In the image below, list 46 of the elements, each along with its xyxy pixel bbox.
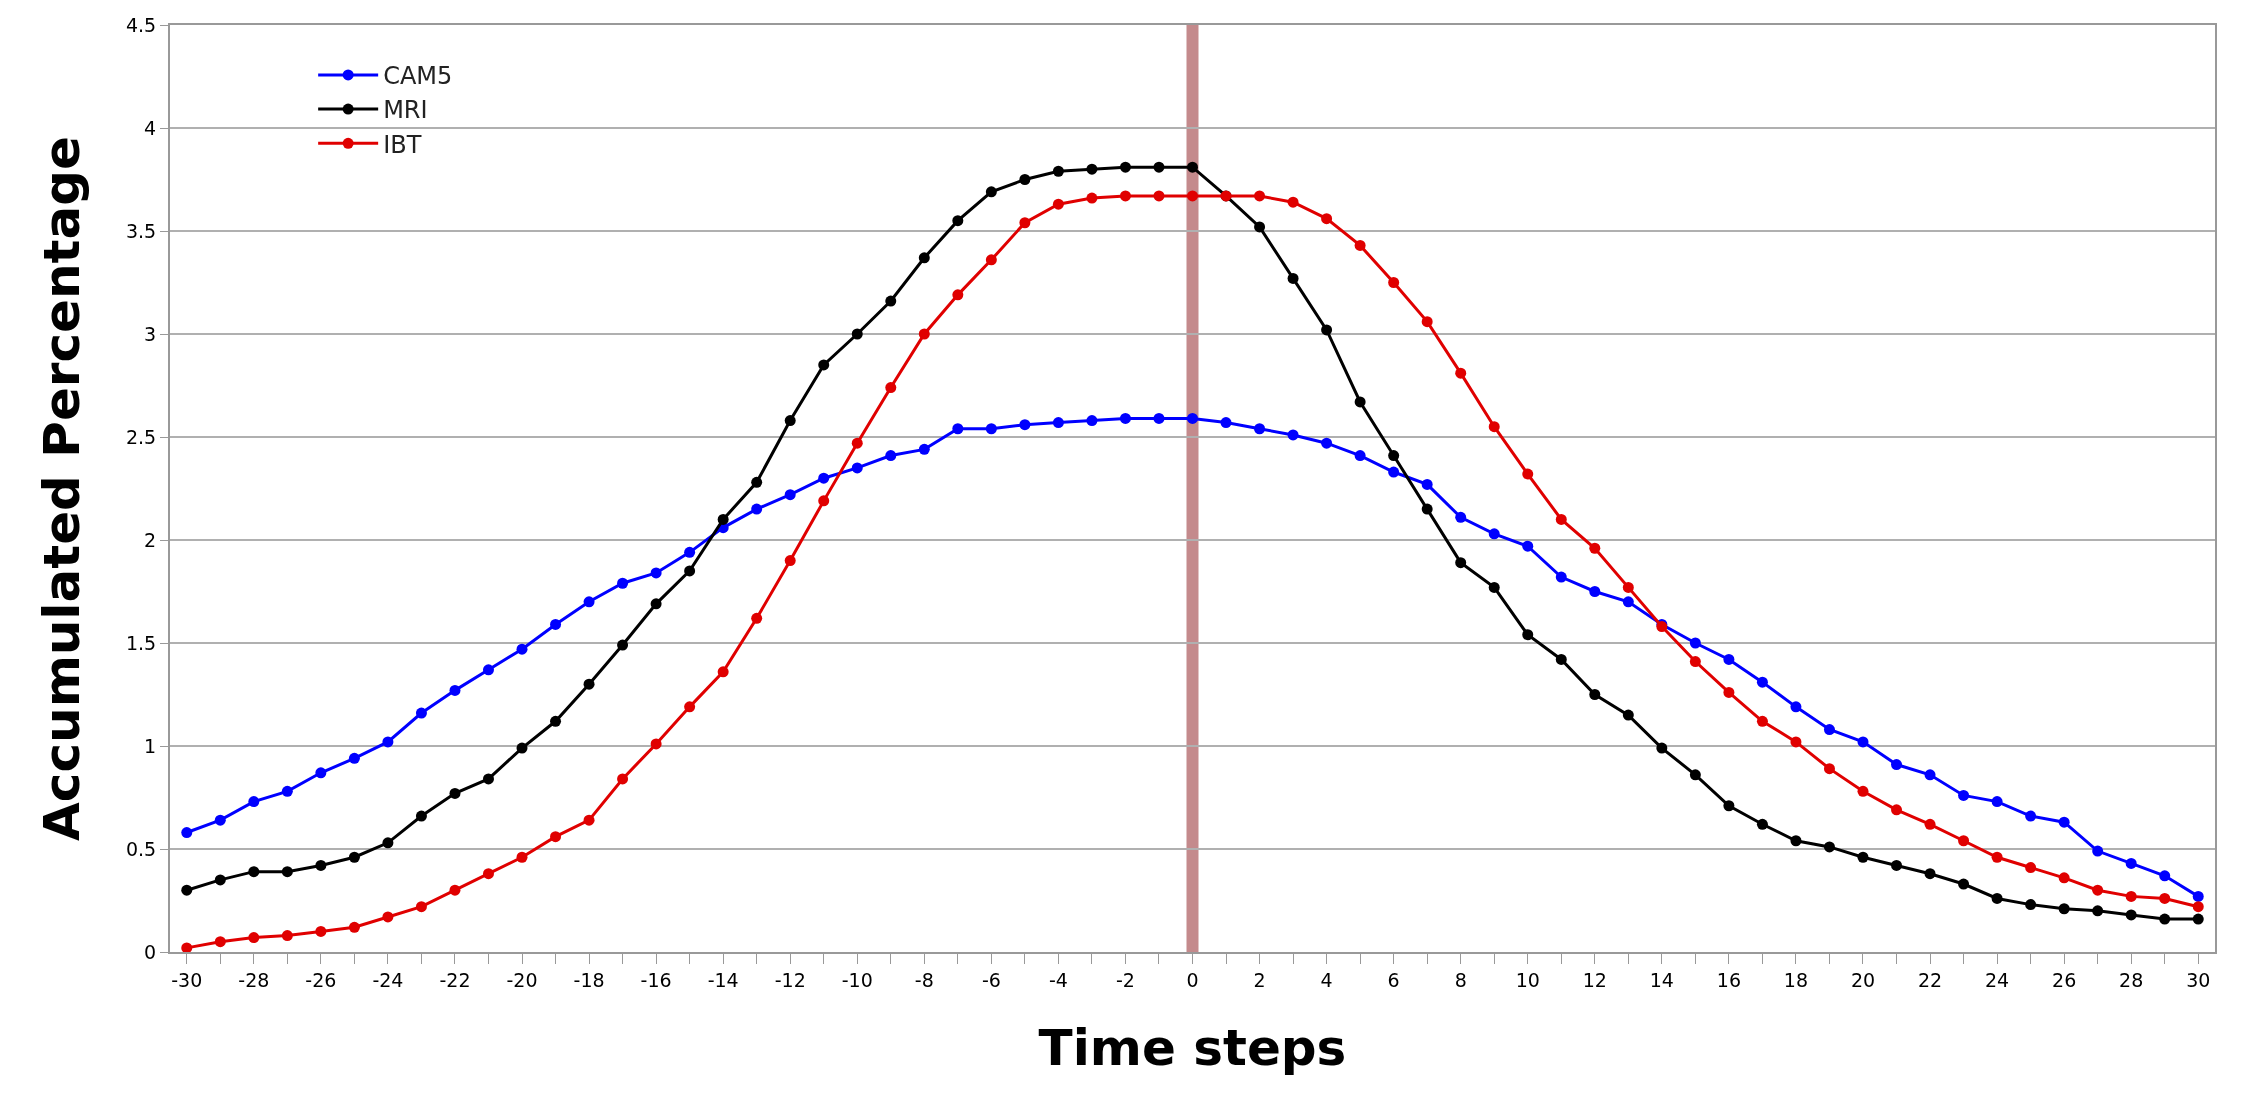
y-tick-label: 2 (144, 528, 157, 551)
x-tick-label: 6 (1387, 968, 1400, 991)
x-tick-label: -28 (238, 968, 270, 991)
x-tick-label: -18 (573, 968, 605, 991)
x-tick-label: -4 (1048, 968, 1068, 991)
x-axis-title: Time steps (1038, 1018, 1347, 1077)
x-tick-label: 12 (1582, 968, 1607, 991)
x-tick-label: -8 (914, 968, 934, 991)
x-tick-label: 24 (1985, 968, 2010, 991)
x-tick-label: 10 (1515, 968, 1540, 991)
y-tick-label: 2.5 (125, 425, 157, 448)
y-tick-label: 4 (144, 116, 157, 139)
x-tick-label: 2 (1253, 968, 1266, 991)
x-tick-label: 22 (1917, 968, 1943, 991)
y-tick-label: 1.5 (125, 631, 157, 654)
x-tick-label: 30 (2186, 968, 2211, 991)
x-tick-label: -6 (981, 968, 1001, 991)
legend-label: IBT (383, 130, 422, 159)
y-tick-label: 0.5 (125, 837, 157, 860)
y-tick-label: 0 (144, 940, 157, 963)
x-tick-label: -10 (841, 968, 873, 991)
y-axis-title: Accumulated Percentage (33, 136, 92, 841)
y-tick-label: 1 (144, 734, 157, 757)
y-tick-label: 4.5 (125, 13, 157, 36)
x-tick-label: -26 (305, 968, 337, 991)
x-tick-label: -22 (439, 968, 471, 991)
legend-label: MRI (383, 96, 428, 125)
y-tick-label: 3.5 (125, 219, 157, 242)
x-tick-label: -12 (774, 968, 806, 991)
x-tick-label: 4 (1320, 968, 1333, 991)
x-tick-label: 26 (2052, 968, 2077, 991)
x-tick-label: 0 (1186, 968, 1199, 991)
x-tick-label: 28 (2119, 968, 2144, 991)
y-tick-label: 3 (144, 322, 157, 345)
x-tick-label: 8 (1454, 968, 1467, 991)
legend-label: CAM5 (383, 62, 453, 91)
x-tick-label: -24 (372, 968, 404, 991)
x-tick-label: 18 (1783, 968, 1809, 991)
x-tick-label: -2 (1115, 968, 1135, 991)
x-tick-label: -16 (640, 968, 672, 991)
x-tick-label: -14 (707, 968, 739, 991)
x-tick-label: 16 (1716, 968, 1741, 991)
x-tick-label: 14 (1649, 968, 1674, 991)
x-tick-label: -30 (171, 968, 203, 991)
x-tick-label: -20 (506, 968, 538, 991)
x-tick-label: 20 (1850, 968, 1876, 991)
